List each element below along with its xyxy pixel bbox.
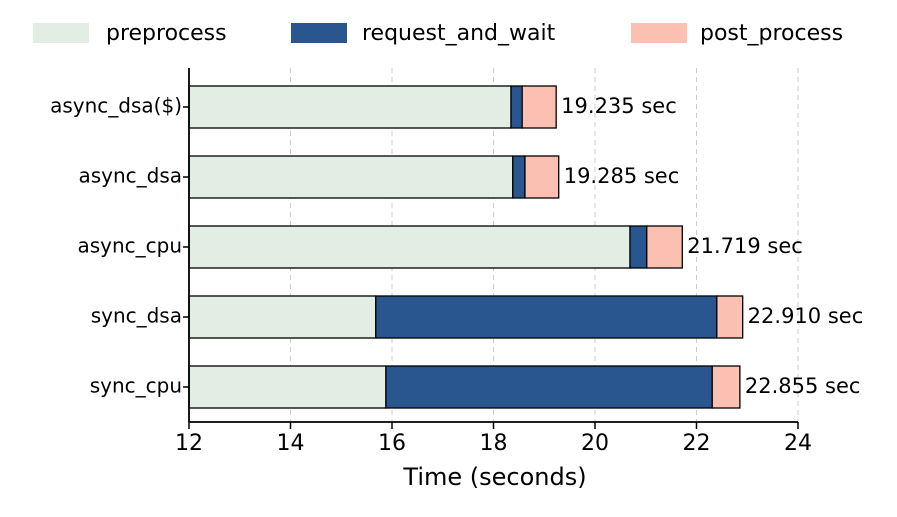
bar-segment: [188, 155, 514, 199]
legend-label: preprocess: [106, 21, 227, 46]
bar-segment: [512, 155, 526, 199]
bar-segment: [188, 225, 631, 269]
total-label: 22.910 sec: [748, 304, 864, 328]
x-tick-label: 20: [581, 431, 609, 456]
bar-segment: [385, 365, 713, 409]
y-tick-label: async_dsa($): [50, 94, 182, 118]
legend-swatch: [33, 23, 89, 43]
x-tick-label: 12: [175, 431, 203, 456]
legend-swatch: [631, 23, 687, 43]
legend-label: post_process: [700, 21, 843, 46]
y-tick-label: sync_dsa: [91, 304, 182, 328]
x-tick-label: 24: [784, 431, 812, 456]
total-label: 19.235 sec: [561, 94, 677, 118]
bar-segment: [629, 225, 648, 269]
total-label: 22.855 sec: [745, 374, 861, 398]
legend-label: request_and_wait: [362, 21, 556, 46]
legend-swatch: [291, 23, 347, 43]
x-tick-label: 16: [378, 431, 406, 456]
x-tick-label: 22: [683, 431, 711, 456]
x-tick-label: 18: [480, 431, 508, 456]
bar-segment: [188, 295, 377, 339]
bar-segment: [510, 85, 523, 129]
bar-segment: [711, 365, 741, 409]
bar-segment: [524, 155, 560, 199]
total-label: 19.285 sec: [564, 164, 680, 188]
bar-segment: [716, 295, 744, 339]
bar-segment: [521, 85, 557, 129]
total-label: 21.719 sec: [687, 234, 803, 258]
bar-segment: [188, 85, 512, 129]
bar-segment: [375, 295, 718, 339]
y-tick-label: sync_cpu: [90, 374, 182, 398]
bar-segment: [646, 225, 683, 269]
y-tick-label: async_cpu: [77, 234, 182, 258]
x-axis-label: Time (seconds): [402, 463, 586, 491]
bar-segment: [188, 365, 387, 409]
y-tick-label: async_dsa: [78, 164, 182, 188]
x-tick-label: 14: [277, 431, 305, 456]
